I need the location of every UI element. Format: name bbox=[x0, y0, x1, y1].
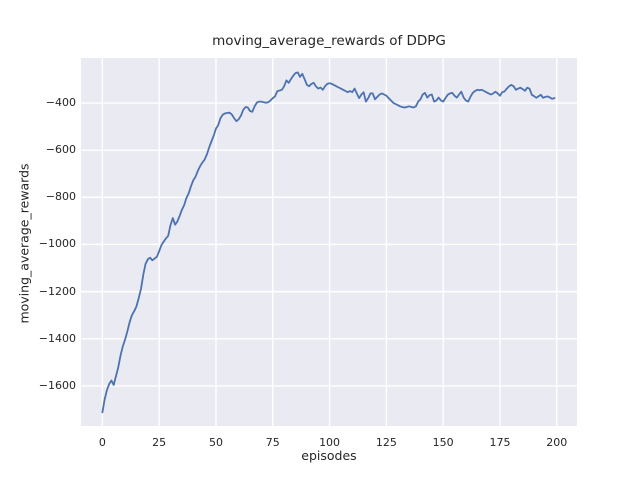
x-tick-label: 150 bbox=[432, 436, 454, 449]
x-tick-label: 75 bbox=[265, 436, 280, 449]
x-tick-label: 25 bbox=[152, 436, 167, 449]
x-tick-label: 125 bbox=[375, 436, 397, 449]
chart-title: moving_average_rewards of DDPG bbox=[212, 33, 446, 49]
x-tick-label: 100 bbox=[319, 436, 341, 449]
y-tick-label: −1000 bbox=[38, 237, 76, 251]
x-tick-label: 50 bbox=[208, 436, 223, 449]
x-axis-label: episodes bbox=[301, 448, 357, 463]
reward-line bbox=[101, 71, 556, 414]
y-tick-label: −1200 bbox=[38, 284, 76, 298]
y-tick-label: −800 bbox=[45, 190, 76, 204]
x-tick-label: 0 bbox=[98, 436, 106, 449]
x-tick-label: 175 bbox=[489, 436, 511, 449]
y-tick-label: −1600 bbox=[38, 378, 76, 392]
y-tick-label: −400 bbox=[45, 96, 76, 110]
y-tick-label: −1400 bbox=[38, 331, 76, 345]
x-tick-label: 200 bbox=[546, 436, 568, 449]
y-tick-label: −600 bbox=[45, 143, 76, 157]
